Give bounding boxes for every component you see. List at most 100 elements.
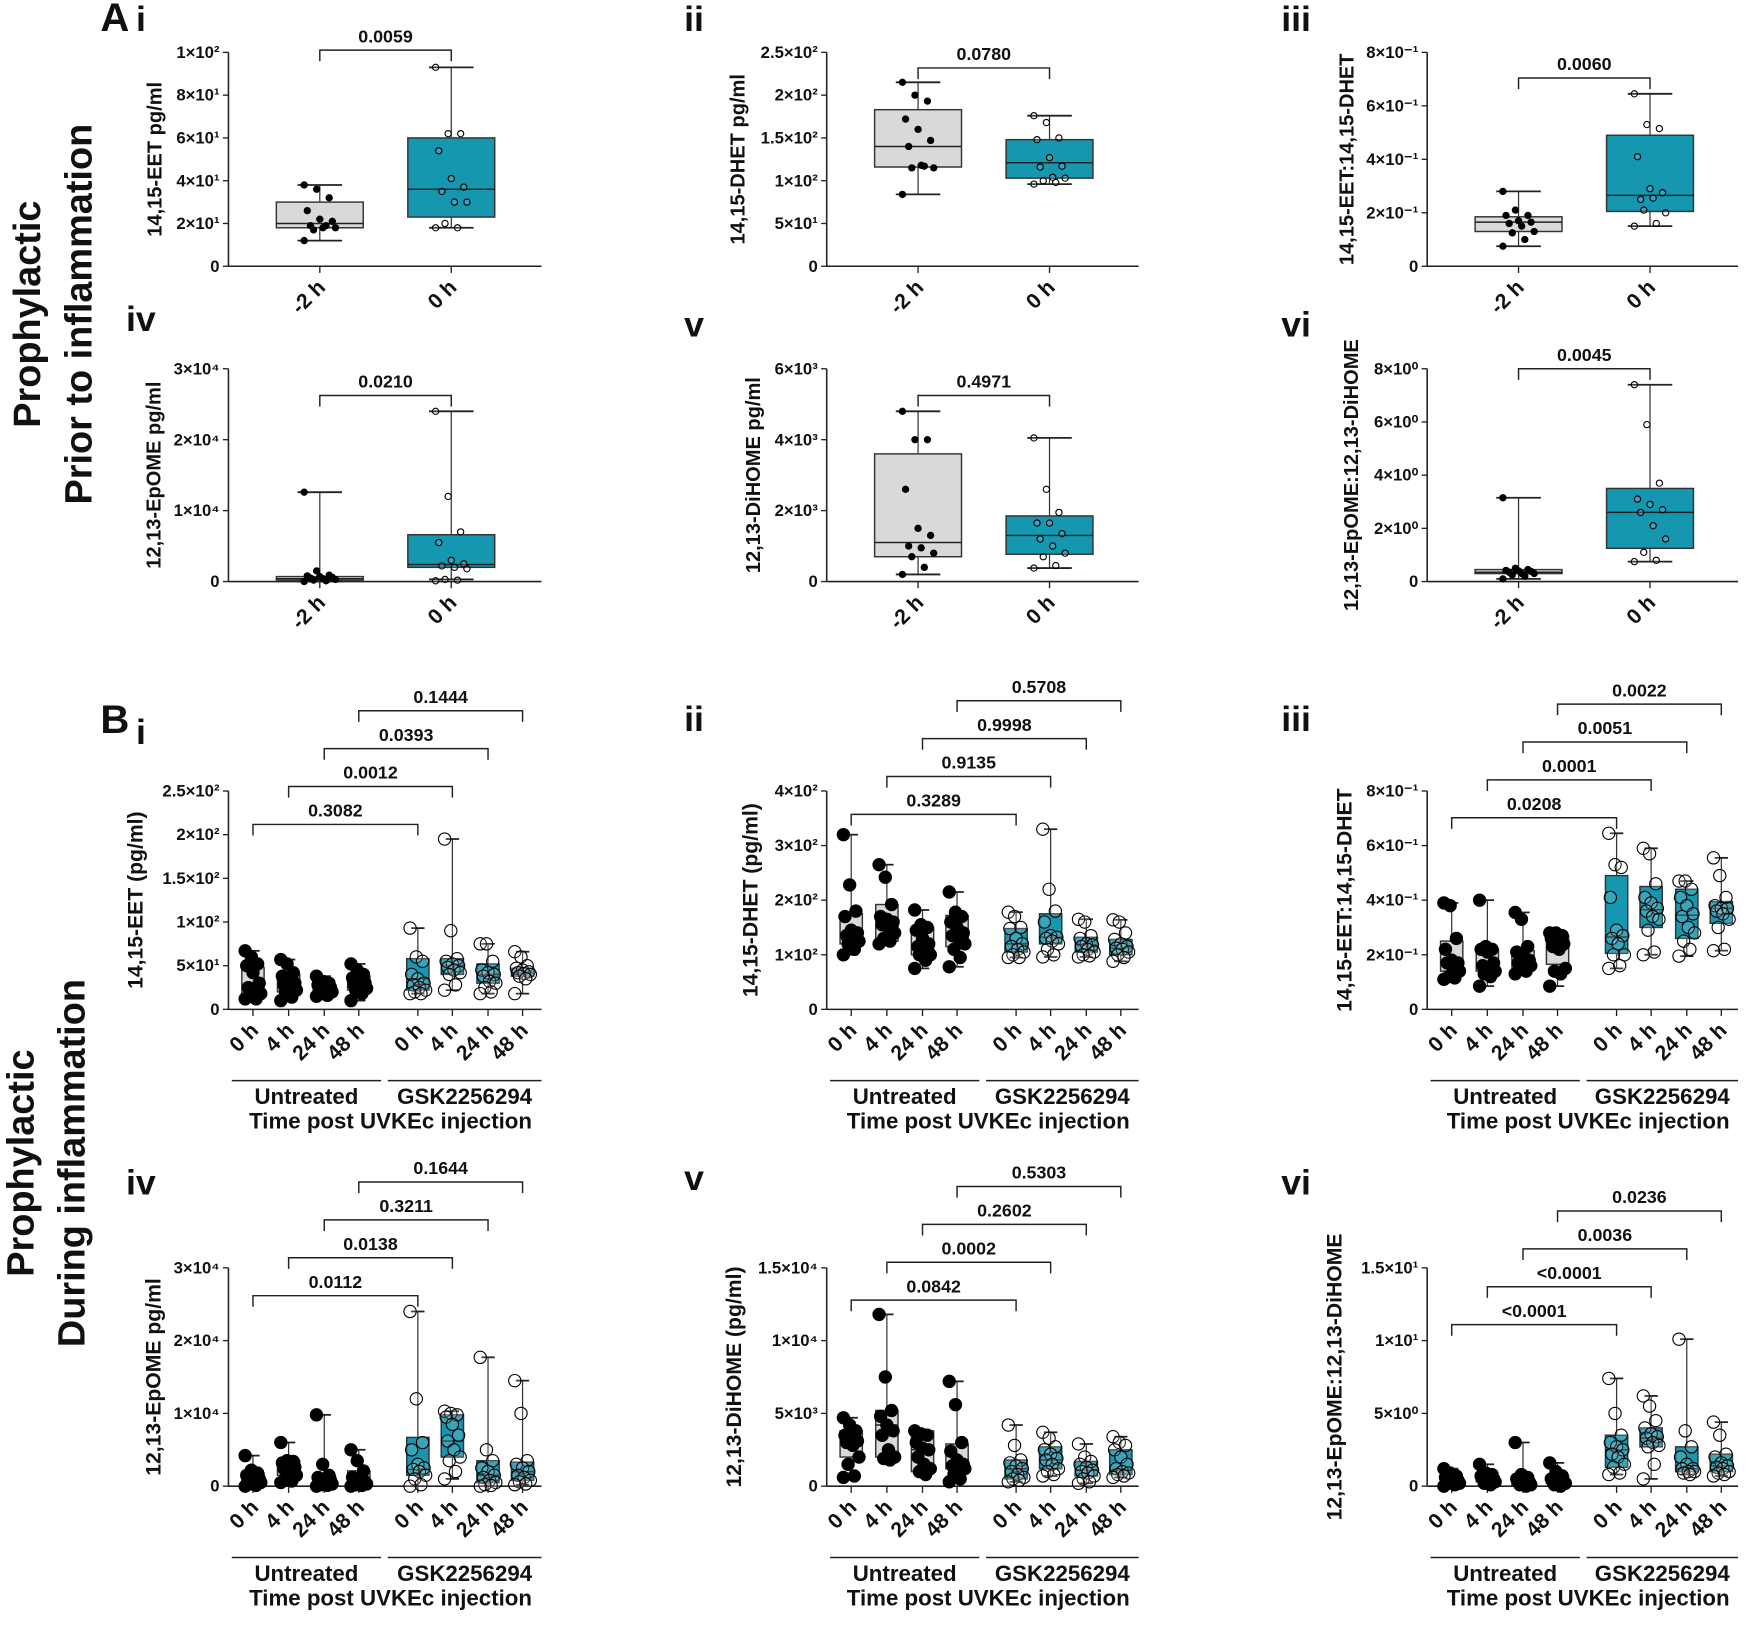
x-tick-label: 0 h [1022, 276, 1060, 314]
p-value-label: 0.0780 [957, 44, 1012, 64]
data-point [453, 576, 462, 584]
box-group-1 [1605, 381, 1695, 566]
data-point [1118, 926, 1133, 940]
x-tick-label: 48 h [1522, 1496, 1568, 1542]
x-tick-label: 48 h [1685, 1496, 1731, 1542]
data-point [1658, 189, 1667, 197]
data-point [1717, 1467, 1732, 1482]
data-point [1713, 868, 1727, 883]
x-tick-label: 0 h [390, 1019, 428, 1057]
y-tick-label: 1×10² [176, 913, 220, 932]
box-group-6 [1672, 1332, 1702, 1482]
data-point [320, 988, 335, 1003]
p-value-label: <0.0001 [1537, 1263, 1602, 1283]
x-tick-label: 0 h [988, 1019, 1026, 1057]
data-point [872, 858, 886, 872]
x-tick-label: -2 h [1486, 591, 1529, 634]
data-point [1508, 967, 1522, 981]
data-point [1683, 942, 1697, 956]
data-point [473, 1479, 487, 1493]
data-point [920, 1428, 934, 1442]
data-point [1658, 506, 1667, 514]
box-group-1 [1472, 1457, 1502, 1492]
data-point [1517, 222, 1526, 230]
box-group-1 [274, 952, 304, 1008]
group-label-untreated: Untreated [1453, 1084, 1557, 1109]
box-group-3 [1543, 926, 1573, 993]
data-point [1633, 152, 1642, 161]
data-point [1042, 882, 1056, 896]
group-label-treated: GSK2256294 [397, 1084, 533, 1109]
data-point [847, 942, 862, 956]
data-point [437, 983, 452, 997]
p-value-label: 0.0001 [1542, 756, 1597, 776]
data-point [908, 553, 916, 561]
x-tick-label: 0 h [424, 591, 462, 629]
data-point [415, 1435, 430, 1450]
data-point [486, 954, 500, 968]
data-point [1527, 218, 1535, 226]
data-point [846, 1438, 860, 1453]
data-point [1483, 1478, 1498, 1492]
data-point [847, 1469, 862, 1483]
x-tick-label: 24 h [288, 1496, 334, 1542]
comparison-bracket [1517, 77, 1651, 90]
data-point [1675, 909, 1689, 924]
data-point [442, 1454, 456, 1468]
box-group-5 [1636, 1389, 1666, 1486]
data-point [412, 1464, 427, 1479]
comparison-bracket [956, 700, 1122, 712]
data-point [1012, 1473, 1026, 1488]
data-point [448, 1464, 463, 1479]
x-tick-label: -2 h [287, 276, 330, 319]
box-group-0 [1437, 896, 1467, 987]
data-point [1071, 1476, 1086, 1490]
data-point [1636, 195, 1645, 204]
panel-numeral: v [684, 304, 704, 344]
data-point [1052, 561, 1060, 570]
data-point [1602, 1371, 1616, 1386]
y-tick-label: 2×10⁴ [174, 1331, 220, 1350]
data-point [238, 992, 252, 1006]
data-point [431, 577, 440, 585]
data-point [898, 78, 907, 86]
x-tick-label: 24 h [452, 1496, 498, 1542]
data-point [917, 544, 925, 552]
y-tick-label: 2.5×10² [162, 782, 220, 801]
data-point [460, 183, 468, 191]
data-point [1033, 135, 1041, 144]
comparison-bracket [1556, 703, 1723, 716]
data-point [331, 575, 340, 584]
data-point [431, 224, 440, 232]
data-point [1007, 1438, 1022, 1453]
data-point [1552, 942, 1566, 956]
data-point [1642, 847, 1657, 861]
box-group-5 [437, 832, 467, 997]
box-group-5 [1036, 1425, 1066, 1483]
y-tick-label: 2×10² [775, 86, 819, 105]
data-point [453, 224, 462, 232]
data-point [942, 1374, 956, 1389]
data-point [309, 226, 318, 234]
data-point [322, 577, 330, 585]
x-tick-label: 48 h [921, 1496, 967, 1542]
x-axis-label: Time post UVKEc injection [249, 1585, 532, 1610]
box-group-1 [407, 63, 496, 232]
box-group-1 [1005, 434, 1094, 572]
data-point [1055, 134, 1063, 142]
panel-numeral: i [136, 0, 146, 39]
x-tick-label: 0 h [390, 1496, 428, 1534]
data-point [519, 1477, 533, 1491]
data-point [1071, 1437, 1086, 1451]
y-tick-label: 0 [210, 1000, 219, 1019]
data-point [1722, 912, 1736, 926]
p-value-label: 0.0060 [1557, 54, 1612, 74]
data-point [1636, 508, 1645, 517]
data-point [1650, 901, 1665, 916]
side-title-a: Prophylactic Prior to inflammation [7, 124, 100, 505]
data-point [1443, 898, 1457, 913]
data-point [942, 1475, 956, 1489]
data-point [1711, 920, 1725, 935]
x-tick-label: 48 h [487, 1019, 533, 1065]
